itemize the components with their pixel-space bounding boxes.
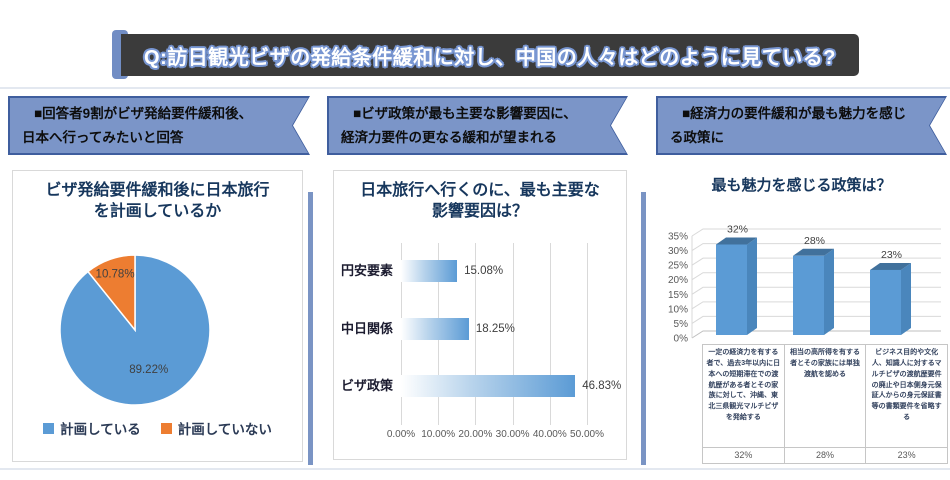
y-axis-tick: 5% (674, 319, 689, 330)
y-axis-tick: 15% (668, 290, 688, 301)
gridline (475, 243, 477, 425)
column-side (901, 262, 911, 335)
x-axis-tick: 20.00% (458, 429, 493, 440)
category-value: 28% (785, 448, 867, 463)
bar-data-label: 18.25% (475, 323, 515, 335)
title-banner: Q:訪日観光ビザの発給条件緩和に対し、中国の人々はどのように見ている? (121, 34, 859, 76)
ribbon-right-line2: る政策に (670, 130, 724, 146)
pie-chart: 89.22% 10.78% (59, 254, 211, 406)
bar-category-label: 円安要素 (341, 263, 394, 278)
x-axis-tick: 30.00% (495, 429, 530, 440)
y-axis-tick: 30% (668, 246, 688, 257)
bar (401, 318, 469, 340)
y-axis-tick: 35% (668, 232, 688, 243)
legend-item-0: 計画している (43, 418, 141, 438)
column-front (870, 269, 901, 335)
column-data-label: 28% (804, 235, 825, 247)
top-rule (0, 87, 950, 89)
divider-right (641, 192, 646, 465)
gridline (587, 243, 588, 425)
column-top (793, 248, 834, 256)
gridline-3d (691, 301, 941, 310)
column-front (793, 255, 824, 335)
legend-label: 計画している (60, 422, 141, 437)
column-top (716, 237, 757, 245)
x-axis-tick: 50.00% (570, 429, 604, 440)
pie-chart-title: ビザ発給要件緩和後に日本旅行を計画しているか (45, 182, 270, 221)
category-label: 一定の経済力を有する者で、過去3年以内に日本への短期滞在での渡航歴がある者とその… (703, 345, 785, 447)
ribbon-right-fill (658, 98, 945, 153)
column-side (824, 248, 834, 335)
gridline-3d (691, 228, 941, 237)
x-axis-tick: 0.00% (386, 429, 416, 440)
ribbon-right: ■経済力の要件緩和が最も魅力を感じ る政策に (656, 96, 947, 155)
gridline-3d (691, 286, 941, 295)
gridline-3d (691, 315, 941, 324)
category-value-row: 32% 28% 23% (703, 447, 947, 463)
pie-chart-panel: ビザ発給要件緩和後に日本旅行を計画しているか 89.22% 10.78% 計画して… (12, 170, 303, 462)
column-top (870, 262, 911, 270)
bar (401, 260, 458, 282)
category-label: ビジネス目的や文化人、知識人に対するマルチビザの渡航歴要件の廃止や日本側身元保証… (871, 349, 942, 422)
pie-legend: 計画している 計画していない (13, 418, 302, 438)
gridline-3d (691, 243, 941, 251)
ribbon-left-line1: ■回答者9割がビザ発給要件緩和後、 (34, 106, 253, 121)
gridline (549, 243, 551, 425)
category-table: 一定の経済力を有する者で、過去3年以内に日本への短期滞在での渡航歴がある者とその… (702, 344, 948, 464)
legend-label: 計画していない (177, 422, 272, 437)
bar-data-label: 46.83% (582, 380, 622, 392)
gridline (512, 243, 514, 425)
category-label-row: 一定の経済力を有する者で、過去3年以内に日本への短期滞在での渡航歴がある者とその… (703, 345, 947, 447)
y-axis-tick: 10% (668, 304, 688, 315)
ribbon-left-line2: 日本へ行ってみたいと回答 (22, 130, 184, 146)
pie-data-label: 10.78% (96, 268, 135, 280)
column-data-label: 32% (727, 223, 748, 235)
gridline-3d (691, 257, 941, 266)
ribbon-right-line1: ■経済力の要件緩和が最も魅力を感じ (682, 106, 907, 121)
bar-category-label: 中日関係 (341, 321, 394, 336)
divider-left (308, 192, 313, 465)
column-front (716, 244, 747, 335)
column-chart: 0% 5% 10% 15% 20% 25% 30% 35% 32% 28% 23% (668, 223, 941, 345)
y-axis-tick: 20% (668, 275, 688, 286)
legend-item-1: 計画していない (160, 418, 272, 438)
ribbon-middle-line2: 経済力要件の更なる緩和が望まれる (341, 130, 557, 146)
ribbon-middle: ■ビザ政策が最も主要な影響要因に、 経済力要件の更なる緩和が望まれる (327, 96, 628, 155)
gridline-3d (691, 272, 941, 281)
legend-swatch (160, 422, 172, 434)
gridline-3d (691, 330, 941, 339)
legend-swatch (43, 422, 55, 434)
x-axis-tick: 40.00% (532, 429, 567, 440)
category-value: 32% (703, 448, 785, 463)
category-label: 相当の高所得を有する者とその家族には単独渡航を認める (785, 345, 867, 447)
pie-data-label: 89.22% (129, 364, 168, 376)
y-axis-tick: 25% (668, 261, 688, 272)
bar-chart-title: 日本旅行へ行くのに、最も主要な影響要因は？ (360, 182, 600, 221)
y-axis-tick: 0% (674, 334, 689, 345)
column-chart-title: 最も魅力を感じる政策は？ (711, 178, 892, 194)
column-side (747, 237, 757, 335)
ribbon-left: ■回答者9割がビザ発給要件緩和後、 日本へ行ってみたいと回答 (8, 96, 310, 155)
bar (401, 375, 576, 397)
bottom-rule (0, 468, 950, 470)
pie-slice-1 (86, 254, 136, 333)
category-value: 23% (897, 450, 916, 460)
column-chart-panel: 最も魅力を感じる政策は？ 0% 5% 10% 15% 20% 25% 30% 35% 32% 28… (656, 170, 948, 466)
ribbon-left-fill (10, 98, 308, 153)
bar-category-label: ビザ政策 (341, 378, 394, 393)
ribbon-middle-fill (329, 98, 626, 153)
column-data-label: 23% (881, 249, 902, 261)
bar-data-label: 15.08% (464, 265, 504, 277)
page-title: Q:訪日観光ビザの発給条件緩和に対し、中国の人々はどのように見ている? (144, 46, 836, 69)
x-axis-tick: 10.00% (421, 429, 456, 440)
ribbon-middle-line1: ■ビザ政策が最も主要な影響要因に、 (353, 106, 577, 121)
bar-chart-panel: 日本旅行へ行くのに、最も主要な影響要因は？ 円安要素 15.08% 中日関係 18.2… (333, 170, 627, 460)
